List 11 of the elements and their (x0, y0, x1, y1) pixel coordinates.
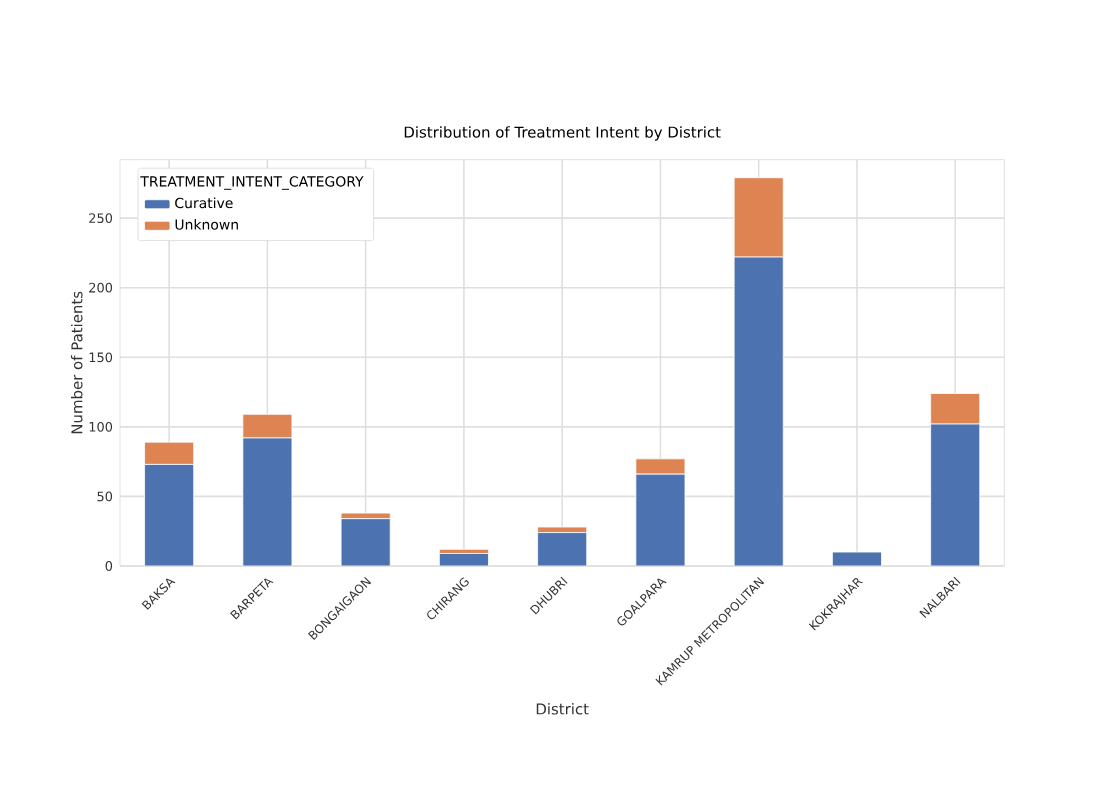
bar (144, 464, 195, 566)
bar (733, 256, 784, 566)
bar (242, 413, 293, 439)
bar (930, 423, 981, 566)
bar (537, 526, 588, 533)
bar (340, 512, 391, 520)
bar (537, 532, 588, 566)
bar (635, 473, 686, 566)
bar (340, 518, 391, 566)
bar (635, 458, 686, 475)
bar (242, 437, 293, 566)
